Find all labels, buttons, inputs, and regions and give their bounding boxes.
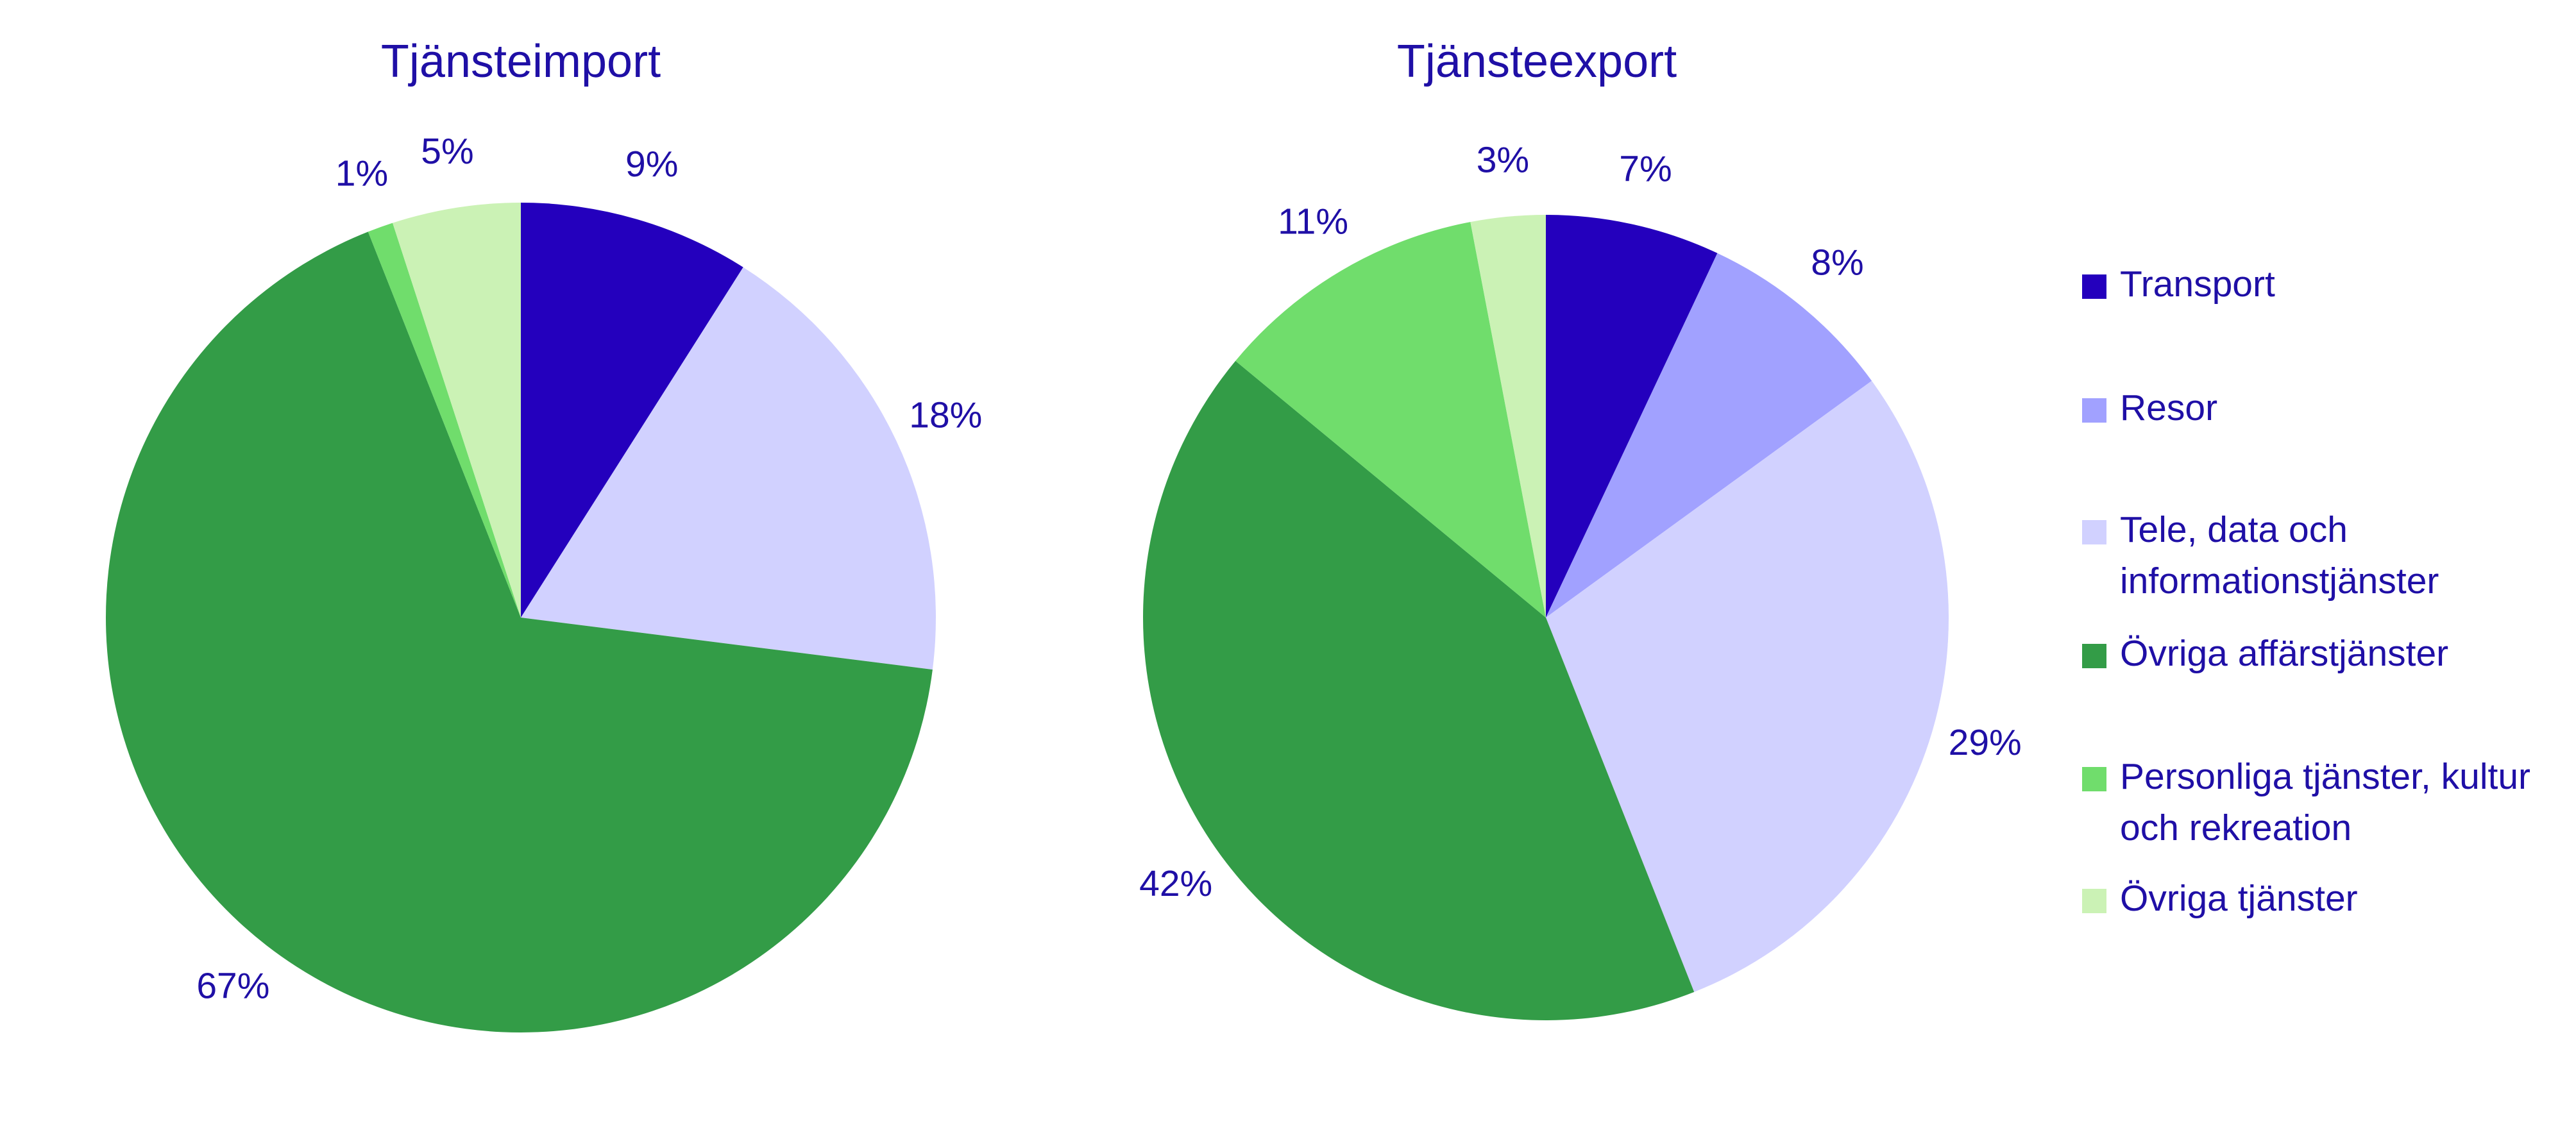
legend-item-transport: Transport: [2082, 264, 2275, 305]
export-chart-title: Tjänsteexport: [1397, 36, 1677, 87]
export-label-ovriga-affarstjanster: 42%: [1139, 863, 1212, 904]
import-label-ovriga-affarstjanster: 67%: [196, 965, 269, 1006]
export-slice-transport: [1546, 215, 1718, 618]
legend-label-ovriga-tjanster-line-1: Övriga tjänster: [2120, 878, 2358, 919]
export-label-personliga-tjanster-kultur-och-rekreation: 11%: [1278, 201, 1348, 242]
import-pie-slices: [105, 203, 936, 1033]
export-label-tele-data-och-informationstjanster: 29%: [1949, 722, 2022, 763]
import-slice-transport: [521, 203, 743, 618]
import-label-tele-data-och-informationstjanster: 18%: [909, 394, 982, 435]
import-slice-ovriga-tjanster: [393, 203, 521, 618]
export-pie-chart: Tjänsteexport 7% 8% 29% 42% 11% 3%: [1139, 36, 2022, 1020]
import-slice-personliga-tjanster-kultur-och-rekreation: [368, 223, 521, 618]
export-pie-labels: 7% 8% 29% 42% 11% 3%: [1139, 139, 2022, 904]
legend-swatch-transport: [2082, 274, 2106, 299]
import-chart-title: Tjänsteimport: [381, 36, 661, 87]
legend-item-tele-data-och-informationstjanster: Tele, data och informationstjänster: [2082, 509, 2439, 602]
legend-item-ovriga-tjanster: Övriga tjänster: [2082, 878, 2358, 919]
export-slice-ovriga-affarstjanster: [1143, 360, 1695, 1020]
export-slice-ovriga-tjanster: [1470, 215, 1546, 618]
import-slice-tele-data-och-informationstjanster: [521, 267, 936, 670]
import-label-ovriga-tjanster: 5%: [421, 131, 473, 172]
legend-swatch-tele-data-och-informationstjanster: [2082, 520, 2106, 544]
legend-label-personliga-tjanster-kultur-och-rekreation-line-2: och rekreation: [2120, 807, 2351, 848]
legend-label-ovriga-affarstjanster-line-1: Övriga affärstjänster: [2120, 633, 2448, 674]
legend-item-ovriga-affarstjanster: Övriga affärstjänster: [2082, 633, 2448, 674]
legend-label-tele-data-och-informationstjanster-line-1: Tele, data och: [2120, 509, 2348, 550]
legend-item-resor: Resor: [2082, 387, 2217, 428]
export-label-resor: 8%: [1811, 242, 1863, 283]
import-label-transport: 9%: [625, 144, 678, 185]
import-label-personliga-tjanster-kultur-och-rekreation: 1%: [335, 153, 388, 194]
legend-swatch-personliga-tjanster-kultur-och-rekreation: [2082, 767, 2106, 791]
import-pie-chart: Tjänsteimport 9% 18% 67% 1% 5%: [105, 36, 982, 1033]
legend-swatch-ovriga-affarstjanster: [2082, 644, 2106, 668]
export-slice-personliga-tjanster-kultur-och-rekreation: [1235, 222, 1546, 618]
legend-label-transport-line-1: Transport: [2120, 264, 2275, 305]
export-slice-tele-data-och-informationstjanster: [1546, 380, 1949, 992]
legend-label-tele-data-och-informationstjanster-line-2: informationstjänster: [2120, 560, 2439, 602]
legend-swatch-ovriga-tjanster: [2082, 889, 2106, 913]
legend-label-personliga-tjanster-kultur-och-rekreation-line-1: Personliga tjänster, kultur: [2120, 756, 2530, 797]
import-pie-labels: 9% 18% 67% 1% 5%: [196, 131, 982, 1006]
export-slice-resor: [1546, 253, 1872, 618]
import-slice-ovriga-affarstjanster: [105, 232, 933, 1033]
chart-legend: Transport Resor Tele, data och informations…: [2082, 264, 2530, 919]
legend-label-resor-line-1: Resor: [2120, 387, 2217, 428]
legend-item-personliga-tjanster-kultur-och-rekreation: Personliga tjänster, kultur och rekreatio…: [2082, 756, 2530, 848]
export-label-ovriga-tjanster: 3%: [1477, 139, 1529, 180]
export-label-transport: 7%: [1619, 148, 1672, 189]
export-pie-slices: [1143, 215, 1949, 1020]
legend-swatch-resor: [2082, 398, 2106, 423]
